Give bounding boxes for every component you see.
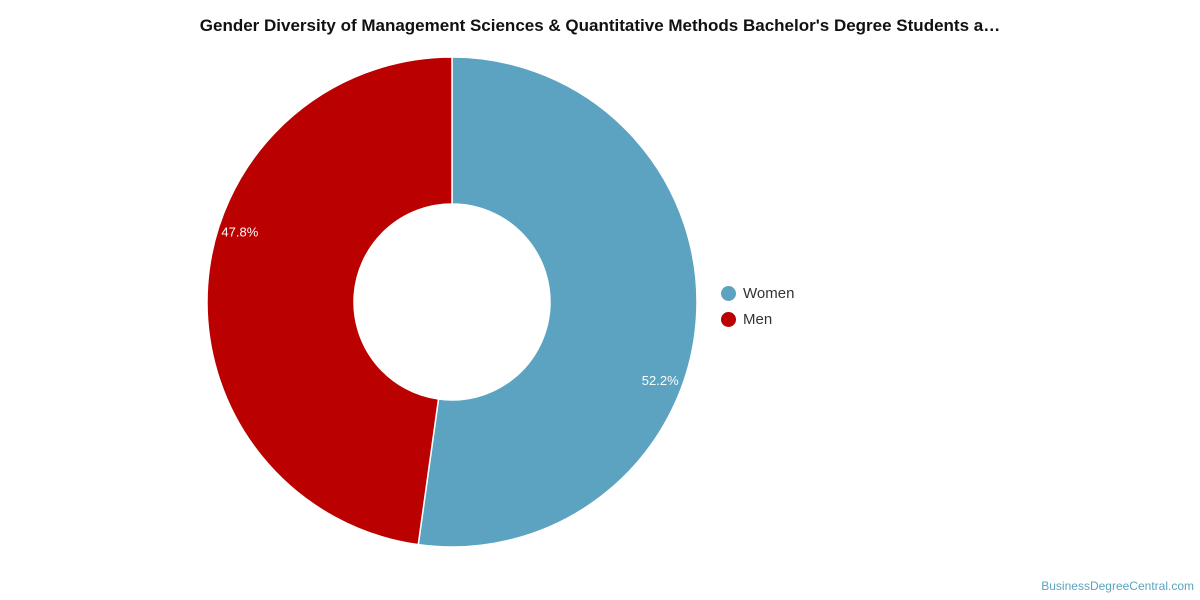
legend-label-men: Men [743, 310, 773, 328]
legend-swatch-men [721, 311, 736, 327]
legend: Women Men [721, 280, 794, 332]
slice-women[interactable] [417, 56, 698, 548]
legend-swatch-women [721, 285, 736, 301]
legend-item-men[interactable]: Men [721, 306, 794, 332]
legend-label-women: Women [743, 284, 795, 302]
chart-title: Gender Diversity of Management Sciences … [199, 16, 1001, 35]
watermark-link[interactable]: BusinessDegreeCentral.com [1041, 579, 1194, 593]
slice-men[interactable] [206, 56, 453, 546]
slice-label-women: 52.2% [642, 373, 679, 388]
legend-item-women[interactable]: Women [721, 280, 794, 306]
slice-label-men: 47.8% [221, 225, 258, 240]
